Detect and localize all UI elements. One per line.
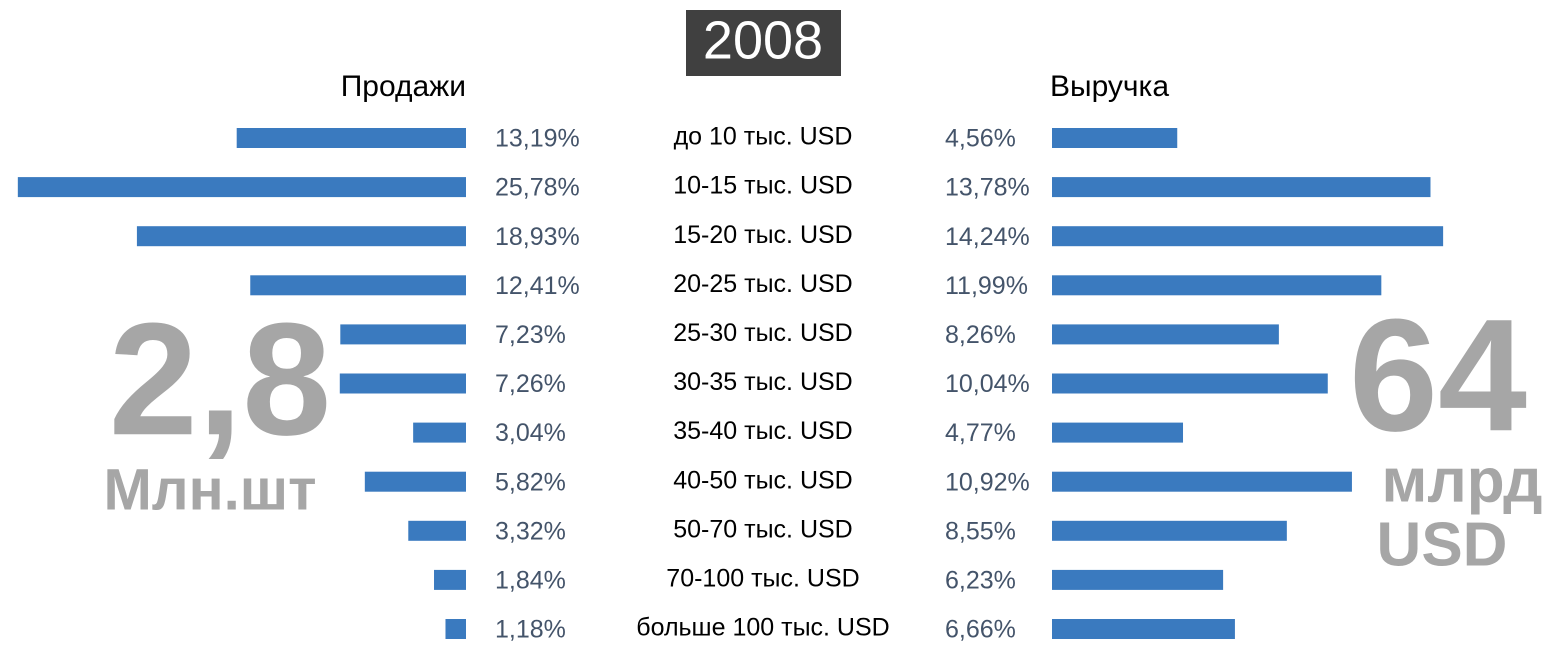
series-name: Выручка: [1050, 70, 1169, 103]
value-label: 10,04%: [945, 370, 1030, 398]
chart-title: 2008: [703, 10, 823, 70]
bar: [339, 373, 466, 394]
bar: [1052, 422, 1184, 443]
value-label: 10,92%: [945, 468, 1030, 496]
bar: [250, 275, 466, 296]
bar: [236, 128, 466, 148]
value-label: 6,66%: [945, 616, 1016, 644]
value-label: 7,26%: [495, 370, 566, 398]
value-label: 13,78%: [945, 174, 1030, 202]
series-name: Продажи: [341, 70, 466, 103]
value-label: 3,32%: [495, 517, 566, 545]
category-label: 30-35 тыс. USD: [673, 368, 852, 396]
bar: [1052, 275, 1382, 296]
category-label: 15-20 тыс. USD: [673, 221, 852, 249]
value-label: 8,26%: [945, 321, 1016, 349]
bar: [1052, 569, 1224, 590]
category-label: 40-50 тыс. USD: [673, 466, 852, 494]
value-label: 18,93%: [495, 223, 580, 251]
category-label: 10-15 тыс. USD: [673, 172, 852, 200]
annotation: 64: [1349, 285, 1527, 464]
bar: [1052, 177, 1431, 198]
annotation: USD: [1377, 510, 1508, 579]
category-label: 70-100 тыс. USD: [666, 565, 859, 593]
value-label: 14,24%: [945, 223, 1030, 251]
value-label: 8,55%: [945, 517, 1016, 545]
category-label: больше 100 тыс. USD: [636, 614, 889, 642]
title-box: [686, 10, 841, 76]
value-label: 13,19%: [495, 125, 580, 153]
annotation: 2,8: [109, 289, 331, 468]
bar: [136, 226, 466, 247]
bar: [1052, 324, 1279, 345]
value-label: 1,84%: [495, 567, 566, 595]
value-label: 11,99%: [945, 272, 1028, 300]
bar: [1052, 128, 1178, 148]
bar: [434, 569, 466, 590]
annotation: Млн.шт: [103, 457, 316, 522]
value-label: 3,04%: [495, 419, 566, 447]
value-label: 6,23%: [945, 567, 1016, 595]
bar: [408, 520, 466, 541]
bar: [17, 177, 466, 198]
bar: [1052, 619, 1235, 639]
bar: [1052, 471, 1352, 492]
value-label: 5,82%: [495, 468, 566, 496]
value-label: 4,77%: [945, 419, 1016, 447]
bar: [340, 324, 466, 345]
category-label: 35-40 тыс. USD: [673, 417, 852, 445]
bar: [413, 422, 466, 443]
category-label: 50-70 тыс. USD: [673, 515, 852, 543]
category-label: 25-30 тыс. USD: [673, 319, 852, 347]
bar: [364, 471, 466, 492]
category-label: до 10 тыс. USD: [674, 123, 853, 151]
bar: [1052, 226, 1444, 247]
value-label: 7,23%: [495, 321, 566, 349]
category-label: 20-25 тыс. USD: [673, 270, 852, 298]
bar: [445, 619, 466, 639]
annotation: млрд: [1382, 446, 1543, 515]
value-label: 4,56%: [945, 125, 1016, 153]
bar: [1052, 373, 1328, 394]
value-label: 1,18%: [495, 616, 566, 644]
bar: [1052, 520, 1287, 541]
value-label: 12,41%: [495, 272, 580, 300]
value-label: 25,78%: [495, 174, 580, 202]
